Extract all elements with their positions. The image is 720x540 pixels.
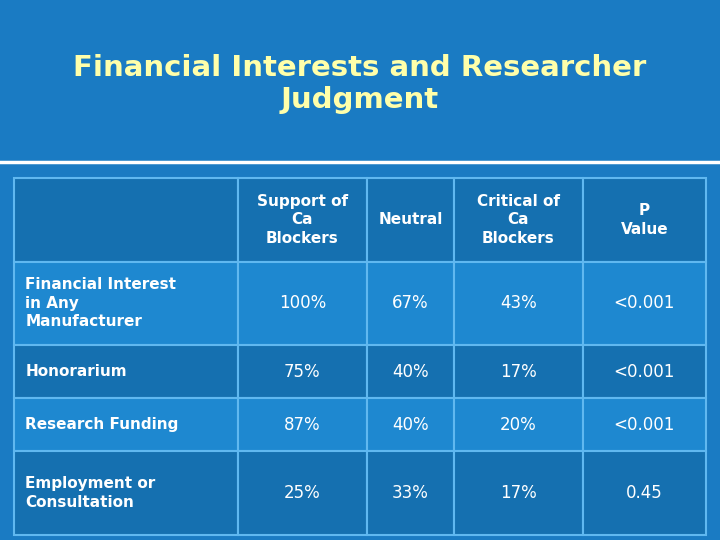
FancyBboxPatch shape [367, 345, 454, 398]
Text: 17%: 17% [500, 362, 537, 381]
Text: 33%: 33% [392, 484, 429, 502]
Text: 43%: 43% [500, 294, 537, 312]
FancyBboxPatch shape [238, 178, 367, 261]
FancyBboxPatch shape [367, 398, 454, 451]
FancyBboxPatch shape [454, 345, 583, 398]
Text: 40%: 40% [392, 416, 428, 434]
Text: 87%: 87% [284, 416, 320, 434]
FancyBboxPatch shape [583, 451, 706, 535]
Text: 17%: 17% [500, 484, 537, 502]
FancyBboxPatch shape [454, 451, 583, 535]
Text: 40%: 40% [392, 362, 428, 381]
FancyBboxPatch shape [238, 398, 367, 451]
Text: 67%: 67% [392, 294, 428, 312]
FancyBboxPatch shape [583, 261, 706, 345]
FancyBboxPatch shape [583, 398, 706, 451]
FancyBboxPatch shape [14, 451, 238, 535]
FancyBboxPatch shape [14, 261, 238, 345]
Text: <0.001: <0.001 [613, 416, 675, 434]
Text: Critical of
Ca
Blockers: Critical of Ca Blockers [477, 194, 560, 246]
FancyBboxPatch shape [238, 261, 367, 345]
Text: 75%: 75% [284, 362, 320, 381]
FancyBboxPatch shape [238, 345, 367, 398]
Text: Financial Interests and Researcher
Judgment: Financial Interests and Researcher Judgm… [73, 53, 647, 114]
Text: <0.001: <0.001 [613, 362, 675, 381]
Text: Support of
Ca
Blockers: Support of Ca Blockers [257, 194, 348, 246]
Text: Neutral: Neutral [378, 212, 443, 227]
FancyBboxPatch shape [454, 398, 583, 451]
FancyBboxPatch shape [367, 451, 454, 535]
FancyBboxPatch shape [14, 178, 238, 261]
FancyBboxPatch shape [454, 178, 583, 261]
Text: Honorarium: Honorarium [25, 364, 127, 379]
Text: 0.45: 0.45 [626, 484, 663, 502]
Text: 25%: 25% [284, 484, 321, 502]
FancyBboxPatch shape [14, 398, 238, 451]
FancyBboxPatch shape [583, 178, 706, 261]
FancyBboxPatch shape [454, 261, 583, 345]
Text: P
Value: P Value [621, 203, 668, 237]
Text: <0.001: <0.001 [613, 294, 675, 312]
FancyBboxPatch shape [238, 451, 367, 535]
Text: Research Funding: Research Funding [25, 417, 179, 432]
Text: 20%: 20% [500, 416, 537, 434]
Text: Financial Interest
in Any
Manufacturer: Financial Interest in Any Manufacturer [25, 277, 176, 329]
Text: Employment or
Consultation: Employment or Consultation [25, 476, 156, 510]
FancyBboxPatch shape [367, 178, 454, 261]
FancyBboxPatch shape [367, 261, 454, 345]
FancyBboxPatch shape [583, 345, 706, 398]
FancyBboxPatch shape [14, 345, 238, 398]
Text: 100%: 100% [279, 294, 326, 312]
